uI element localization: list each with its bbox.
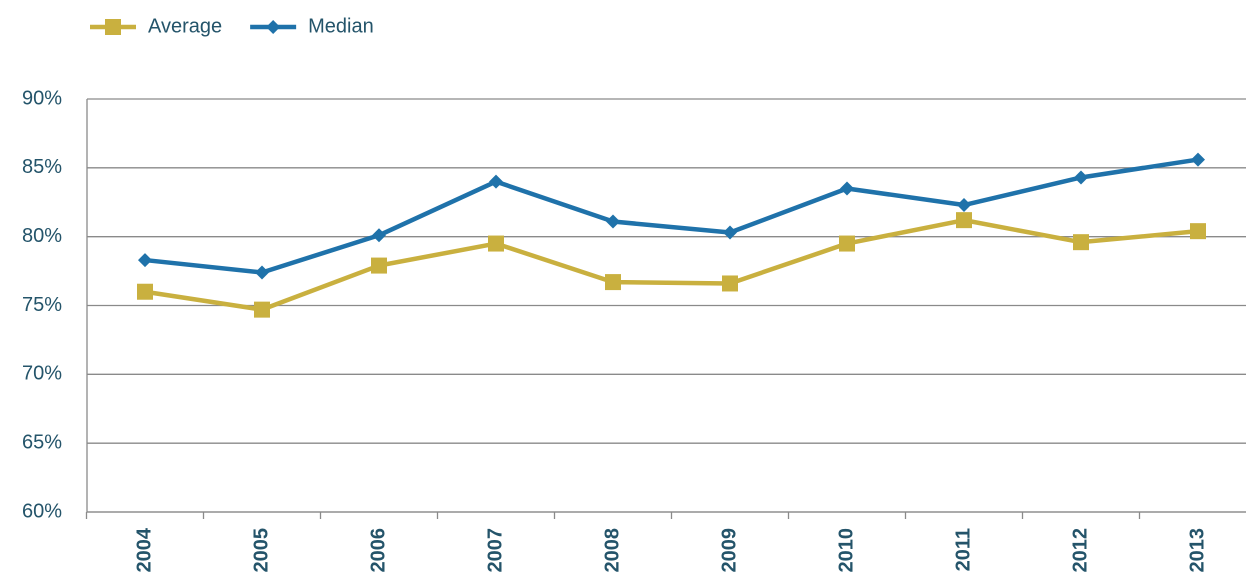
marker bbox=[489, 174, 503, 189]
y-tick-label: 80% bbox=[22, 225, 62, 247]
marker bbox=[839, 235, 855, 252]
marker bbox=[722, 275, 738, 292]
marker bbox=[266, 20, 281, 34]
x-tick-label: 2008 bbox=[601, 528, 623, 573]
marker bbox=[371, 257, 387, 274]
y-tick-label: 60% bbox=[22, 500, 62, 522]
marker bbox=[840, 181, 854, 196]
marker bbox=[606, 214, 620, 229]
x-tick-label: 2006 bbox=[367, 528, 389, 573]
y-tick-label: 85% bbox=[22, 156, 62, 178]
marker bbox=[605, 274, 621, 291]
x-tick-label: 2010 bbox=[835, 528, 857, 573]
x-tick-label: 2005 bbox=[250, 528, 272, 573]
marker bbox=[105, 19, 121, 35]
marker bbox=[957, 198, 971, 213]
x-tick-label: 2009 bbox=[718, 528, 740, 573]
marker bbox=[138, 253, 152, 268]
marker bbox=[1191, 152, 1205, 167]
marker bbox=[372, 228, 386, 243]
x-tick-label: 2011 bbox=[952, 528, 974, 571]
marker bbox=[255, 265, 269, 280]
y-tick-label: 75% bbox=[22, 294, 62, 316]
y-tick-label: 90% bbox=[22, 87, 62, 109]
y-tick-label: 70% bbox=[22, 363, 62, 385]
x-tick-label: 2004 bbox=[133, 527, 155, 572]
legend-label: Average bbox=[148, 15, 222, 37]
legend-label: Median bbox=[308, 15, 374, 37]
marker bbox=[956, 212, 972, 229]
marker bbox=[1073, 234, 1089, 251]
y-tick-label: 65% bbox=[22, 431, 62, 453]
x-tick-label: 2007 bbox=[484, 528, 506, 573]
x-tick-label: 2013 bbox=[1186, 528, 1208, 573]
marker bbox=[723, 225, 737, 240]
x-tick-label: 2012 bbox=[1069, 528, 1091, 573]
marker bbox=[137, 283, 153, 300]
series-line bbox=[144, 157, 1199, 275]
marker bbox=[254, 301, 270, 318]
marker bbox=[1074, 170, 1088, 185]
marker bbox=[1190, 223, 1206, 240]
marker bbox=[488, 235, 504, 252]
series-line bbox=[144, 217, 1199, 312]
